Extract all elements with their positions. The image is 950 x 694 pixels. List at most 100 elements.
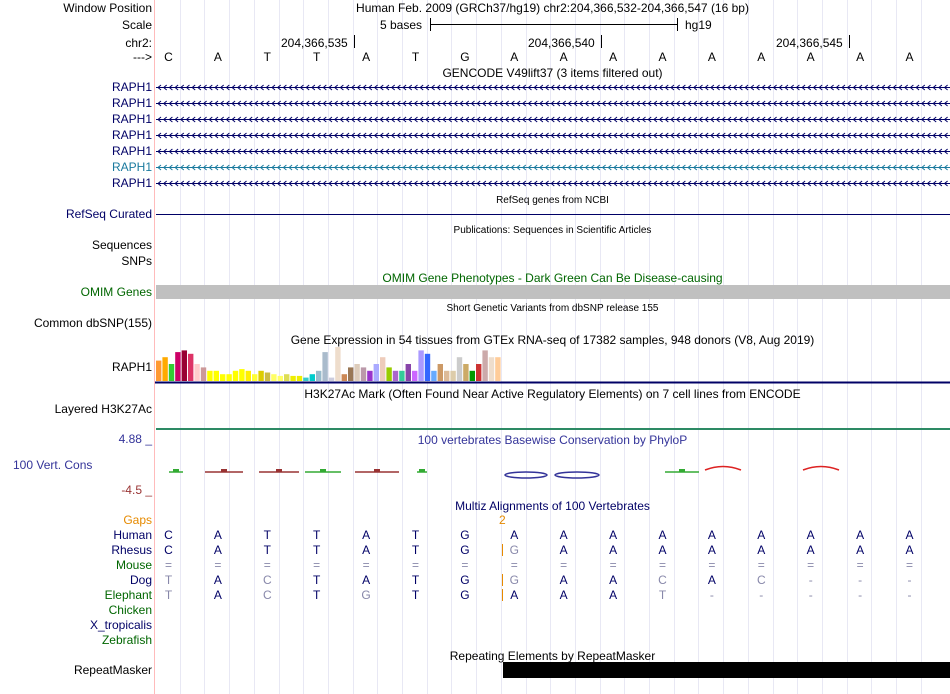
gtex-tissue-bar — [181, 350, 187, 381]
gtex-tissue-bar — [424, 353, 431, 381]
gtex-tissue-bar — [207, 370, 213, 381]
multiz-base: A — [905, 528, 914, 542]
coord-tick — [354, 35, 355, 48]
h3k27ac-track-label[interactable]: Layered H3K27Ac — [54, 402, 152, 416]
gtex-tissue-bar — [264, 372, 271, 381]
gtex-tissue-bar — [226, 374, 232, 381]
gencode-transcript-line[interactable] — [156, 146, 950, 156]
multiz-base: C — [262, 588, 272, 602]
base-letter: G — [460, 50, 470, 64]
base-letter: A — [757, 50, 766, 64]
gtex-tissue-bar — [392, 370, 399, 381]
base-letter: T — [411, 50, 420, 64]
gtex-tissue-bar — [162, 357, 168, 381]
coord-tick — [601, 35, 602, 48]
gtex-tissue-bar — [482, 350, 488, 381]
multiz-base: A — [559, 588, 568, 602]
gencode-transcript-label[interactable]: RAPH1 — [111, 112, 152, 126]
gtex-track-label[interactable]: RAPH1 — [111, 360, 152, 374]
multiz-base: - — [759, 588, 764, 602]
multiz-base: A — [559, 573, 568, 587]
gencode-transcript-line[interactable] — [156, 178, 950, 188]
multiz-base: A — [905, 543, 914, 557]
gtex-tissue-bar — [232, 370, 239, 381]
refseq-track-label[interactable]: RefSeq Curated — [65, 207, 152, 221]
gencode-transcript-label[interactable]: RAPH1 — [111, 96, 152, 110]
gencode-transcript-label[interactable]: RAPH1 — [111, 144, 152, 158]
coord-label: 204,366,535 — [281, 36, 348, 50]
phylop-wiggle[interactable] — [155, 446, 950, 496]
gencode-transcript-line[interactable] — [156, 162, 950, 172]
multiz-base: A — [856, 543, 865, 557]
publications-track-title: Publications: Sequences in Scientific Ar… — [453, 225, 652, 236]
multiz-base: - — [858, 588, 863, 602]
gtex-tissue-bar — [405, 364, 411, 381]
base-letter: A — [905, 50, 914, 64]
omim-gene-bar[interactable] — [156, 285, 950, 299]
refseq-gene-line[interactable] — [156, 214, 950, 215]
scale-bar — [430, 24, 678, 25]
gtex-tissue-bar — [213, 370, 219, 381]
gtex-tissue-bar — [335, 347, 341, 381]
multiz-base: = — [708, 558, 716, 572]
multiz-species-label[interactable]: X_tropicalis — [89, 618, 152, 632]
omim-track-label[interactable]: OMIM Genes — [80, 285, 152, 299]
phylop-score-mark — [374, 469, 380, 472]
multiz-base: T — [658, 588, 667, 602]
multiz-species-label[interactable]: Human — [113, 528, 152, 542]
gtex-tissue-bar — [380, 357, 386, 381]
dbsnp-track-label[interactable]: Common dbSNP(155) — [33, 316, 152, 330]
multiz-base: - — [808, 573, 813, 587]
multiz-base: A — [707, 573, 716, 587]
gencode-transcript-label[interactable]: RAPH1 — [111, 176, 152, 190]
gencode-transcript-label[interactable]: RAPH1 — [111, 80, 152, 94]
coord-label: 204,366,540 — [528, 36, 595, 50]
gtex-tissue-bar — [360, 367, 367, 381]
base-letter: A — [658, 50, 667, 64]
scale-bar-left-tick — [430, 18, 431, 31]
gap-insertion-marker — [502, 589, 503, 601]
gtex-tissue-bar — [200, 367, 207, 381]
gencode-transcript-line[interactable] — [156, 130, 950, 140]
phylop-track-title: 100 vertebrates Basewise Conservation by… — [417, 433, 688, 447]
multiz-base: T — [164, 588, 173, 602]
multiz-base: T — [313, 528, 321, 542]
multiz-base: T — [263, 543, 271, 557]
multiz-species-label[interactable]: Elephant — [104, 588, 152, 602]
repeatmasker-track-label[interactable]: RepeatMasker — [73, 663, 152, 677]
multiz-species-label[interactable]: Zebrafish — [101, 633, 152, 647]
gtex-tissue-bar — [386, 367, 392, 381]
gtex-tissue-bar — [245, 370, 251, 381]
gencode-transcript-line[interactable] — [156, 114, 950, 124]
gencode-transcript-label[interactable]: RAPH1 — [111, 128, 152, 142]
sequences-track-label[interactable]: Sequences — [91, 238, 152, 252]
gencode-transcript-line[interactable] — [156, 98, 950, 108]
gtex-tissue-bar — [373, 364, 379, 381]
multiz-base: A — [362, 543, 371, 557]
multiz-species-label[interactable]: Mouse — [115, 558, 152, 572]
multiz-base: = — [609, 558, 617, 572]
multiz-base: A — [510, 588, 519, 602]
snps-track-label[interactable]: SNPs — [121, 254, 152, 268]
gencode-transcript-label[interactable]: RAPH1 — [111, 160, 152, 174]
phylop-track-label[interactable]: 100 Vert. Cons — [13, 458, 93, 472]
gtex-tissue-bar — [258, 370, 264, 381]
gtex-tissue-bar — [412, 370, 418, 381]
multiz-base: G — [509, 543, 519, 557]
multiz-base: = — [560, 558, 568, 572]
multiz-base: A — [609, 588, 618, 602]
window-position-value: Human Feb. 2009 (GRCh37/hg19) chr2:204,3… — [356, 1, 749, 15]
gtex-bar-chart[interactable] — [155, 344, 950, 386]
gtex-tissue-bar — [488, 357, 495, 381]
gencode-transcript-line[interactable] — [156, 82, 950, 92]
scale-label: Scale — [121, 18, 152, 32]
multiz-base: - — [858, 573, 863, 587]
base-letter: C — [164, 50, 173, 64]
multiz-species-label[interactable]: Dog — [129, 573, 152, 587]
repeatmasker-element[interactable] — [503, 662, 950, 678]
multiz-species-label[interactable]: Rhesus — [111, 543, 152, 557]
gtex-track-title: Gene Expression in 54 tissues from GTEx … — [290, 333, 815, 347]
multiz-base: T — [411, 588, 420, 602]
multiz-species-label[interactable]: Chicken — [108, 603, 152, 617]
